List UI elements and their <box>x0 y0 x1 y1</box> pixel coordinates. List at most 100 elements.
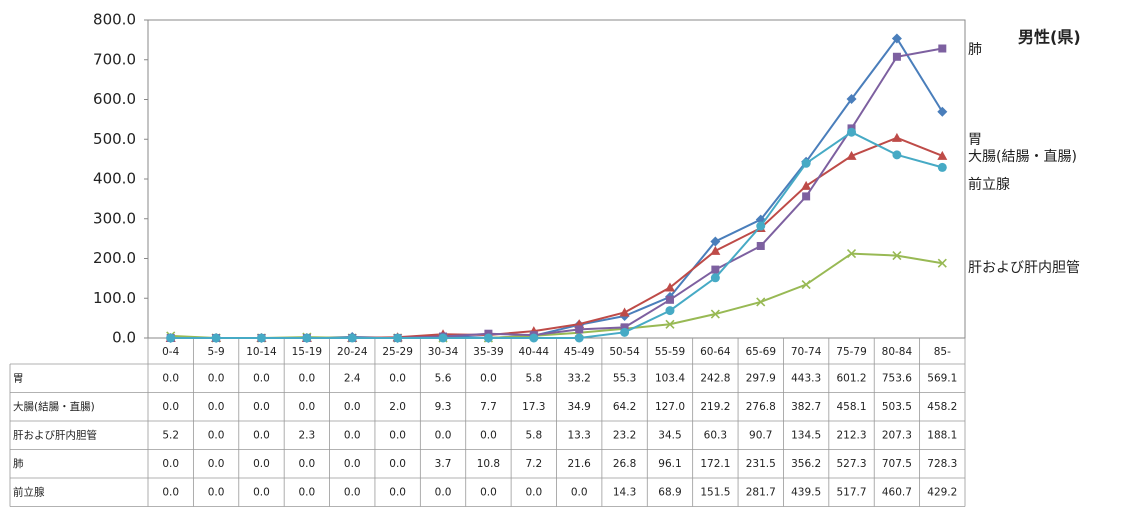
x-tick-label: 5-9 <box>208 346 225 358</box>
marker <box>710 273 720 283</box>
table-row-label: 前立腺 <box>13 485 45 498</box>
table-cell: 0.0 <box>253 458 270 470</box>
table-cell: 33.2 <box>567 372 590 384</box>
table-cell: 9.3 <box>435 401 452 413</box>
y-tick-label: 0.0 <box>112 329 136 347</box>
table-cell: 5.2 <box>162 429 179 441</box>
marker <box>801 158 811 168</box>
table-cell: 0.0 <box>480 372 497 384</box>
plot-area <box>147 19 966 339</box>
table-cell: 5.8 <box>525 429 542 441</box>
marker <box>575 325 584 334</box>
x-tick-label: 50-54 <box>609 346 640 358</box>
table-cell: 297.9 <box>746 372 776 384</box>
table-cell: 0.0 <box>299 458 316 470</box>
y-tick-label: 500.0 <box>93 130 136 148</box>
table-cell: 2.4 <box>344 372 361 384</box>
marker <box>892 52 901 61</box>
table-cell: 0.0 <box>208 486 225 498</box>
table-cell: 0.0 <box>344 458 361 470</box>
table-cell: 458.2 <box>927 401 957 413</box>
x-tick-label: 85- <box>934 346 951 358</box>
marker <box>620 323 629 332</box>
table-cell: 0.0 <box>571 486 588 498</box>
table-cell: 0.0 <box>162 486 179 498</box>
table-cell: 0.0 <box>299 372 316 384</box>
marker <box>938 44 947 53</box>
table-cell: 728.3 <box>927 458 957 470</box>
series-label: 前立腺 <box>968 176 1010 193</box>
table-cell: 0.0 <box>299 486 316 498</box>
series-line <box>170 252 943 339</box>
table-cell: 527.3 <box>836 458 866 470</box>
y-tick-label: 800.0 <box>93 11 136 29</box>
table-cell: 26.8 <box>613 458 636 470</box>
marker <box>892 150 902 160</box>
x-tick-label: 25-29 <box>382 346 413 358</box>
marker <box>619 307 630 317</box>
table-cell: 0.0 <box>208 458 225 470</box>
series-line <box>170 47 943 339</box>
table-cell: 460.7 <box>882 486 912 498</box>
table-cell: 0.0 <box>344 429 361 441</box>
table-cell: 0.0 <box>253 372 270 384</box>
table-cell: 429.2 <box>927 486 957 498</box>
marker <box>665 295 674 304</box>
marker <box>891 33 902 44</box>
y-tick-label: 400.0 <box>93 170 136 188</box>
marker <box>664 282 675 292</box>
x-tick-label: 20-24 <box>337 346 368 358</box>
table-cell: 134.5 <box>791 429 821 441</box>
table-cell: 753.6 <box>882 372 912 384</box>
table-cell: 382.7 <box>791 401 821 413</box>
table-cell: 3.7 <box>435 458 452 470</box>
table-cell: 188.1 <box>927 429 957 441</box>
table-cell: 0.0 <box>435 486 452 498</box>
marker <box>937 106 948 117</box>
table-row-label: 大腸(結腸・直腸) <box>13 400 95 413</box>
table-cell: 103.4 <box>655 372 685 384</box>
marker <box>256 333 266 343</box>
marker <box>665 319 675 329</box>
marker <box>393 333 403 343</box>
chart-title: 男性(県) <box>1018 28 1081 47</box>
marker <box>846 249 857 259</box>
marker <box>937 150 948 160</box>
table-cell: 0.0 <box>344 401 361 413</box>
marker <box>846 150 857 160</box>
marker <box>711 265 720 274</box>
marker <box>211 333 221 343</box>
table-cell: 0.0 <box>389 458 406 470</box>
table-cell: 443.3 <box>791 372 821 384</box>
marker <box>710 236 721 247</box>
y-tick-label: 600.0 <box>93 90 136 108</box>
series-label: 胃 <box>968 132 982 148</box>
table-cell: 90.7 <box>749 429 772 441</box>
table-cell: 0.0 <box>253 486 270 498</box>
x-tick-label: 35-39 <box>473 346 504 358</box>
table-cell: 0.0 <box>208 429 225 441</box>
series-line <box>170 36 944 340</box>
table-cell: 207.3 <box>882 429 912 441</box>
table-cell: 0.0 <box>299 401 316 413</box>
marker <box>937 162 947 172</box>
x-tick-label: 55-59 <box>655 346 686 358</box>
marker <box>756 241 765 250</box>
table-cell: 281.7 <box>746 486 776 498</box>
table-row-label: 肺 <box>13 458 24 470</box>
marker <box>937 258 947 268</box>
y-tick-label: 700.0 <box>93 50 136 68</box>
marker <box>756 297 766 307</box>
table-cell: 458.1 <box>836 401 866 413</box>
marker <box>438 333 448 343</box>
table-cell: 0.0 <box>389 429 406 441</box>
x-tick-label: 15-19 <box>292 346 323 358</box>
table-cell: 0.0 <box>162 458 179 470</box>
y-tick-label: 300.0 <box>93 209 136 227</box>
x-tick-label: 40-44 <box>519 346 550 358</box>
table-cell: 2.3 <box>299 429 316 441</box>
table-cell: 23.2 <box>613 429 636 441</box>
table-cell: 96.1 <box>658 458 681 470</box>
x-tick-label: 65-69 <box>745 346 776 358</box>
